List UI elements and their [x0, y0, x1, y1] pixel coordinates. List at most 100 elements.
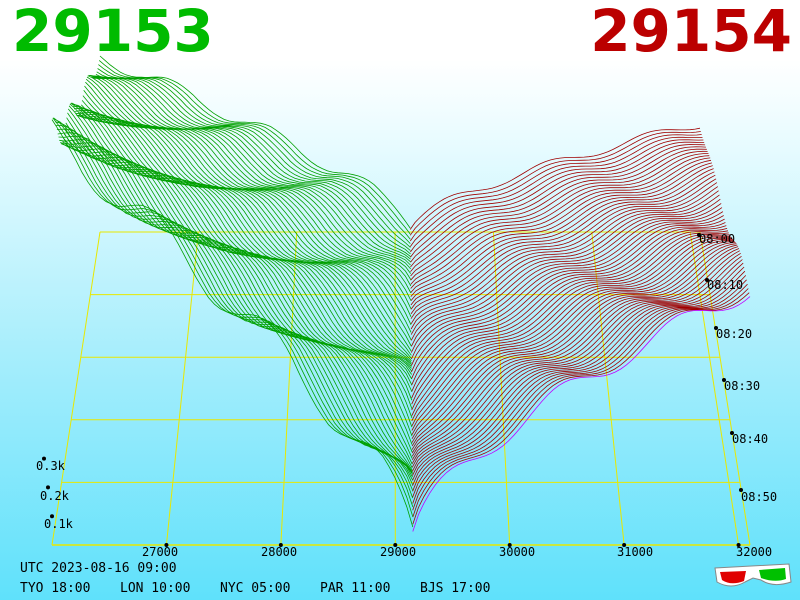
ask-depth-line: [412, 275, 747, 498]
ask-depth-line: [410, 148, 707, 272]
ask-depth-line: [412, 270, 746, 492]
ask-depth-line: [410, 198, 721, 347]
bid-depth-line: [72, 103, 413, 385]
y-tick-label: 0.3k: [36, 459, 66, 473]
ask-depth-line: [412, 292, 750, 525]
ask-depth-line: [411, 248, 740, 461]
y-tick-dot: [42, 456, 46, 461]
floor-edge: [51, 231, 101, 546]
tick-markers: [42, 233, 743, 547]
bid-depth-line: [73, 107, 412, 375]
ask-depth-line: [411, 230, 729, 405]
nyc-time: NYC 05:00: [220, 581, 291, 596]
ask-depth-line: [412, 262, 744, 481]
x-tick-label: 28000: [261, 545, 297, 559]
time-tick-dot: [714, 326, 718, 330]
time-tick-label: 08:00: [699, 232, 735, 246]
bid-depth-line: [64, 127, 413, 459]
bid-depth-line: [77, 115, 412, 365]
time-tick-dot: [705, 278, 709, 282]
lon-time: LON 10:00: [120, 581, 191, 596]
bid-depth-line: [60, 143, 413, 473]
ask-depth-line: [411, 215, 724, 373]
ask-depth-line: [409, 131, 701, 236]
x-tick-label: 27000: [142, 545, 178, 559]
ask-depth-line: [410, 168, 714, 306]
ask-depth-line: [411, 250, 740, 464]
bid-depth-line: [93, 77, 411, 260]
ask-depth-line: [411, 246, 739, 457]
ask-depth-line: [412, 283, 748, 511]
floor-price-line: [280, 231, 298, 546]
x-tick-dot: [164, 543, 169, 547]
y-tick-dot: [46, 485, 50, 490]
y-tick-dot: [50, 514, 54, 519]
bid-depth-line: [61, 142, 413, 473]
time-tick-label: 08:50: [741, 490, 777, 504]
ask-depth-line: [411, 241, 735, 443]
bid-depth-line: [56, 125, 413, 485]
bid-depth-line: [91, 76, 411, 266]
floor-edge: [699, 231, 751, 546]
ask-depth-line: [410, 150, 708, 277]
ask-depth-line: [410, 146, 706, 268]
bid-depth-line: [59, 139, 413, 474]
ask-depth-line: [411, 252, 741, 468]
ask-depth-line: [411, 243, 737, 450]
ask-depth-line: [411, 207, 723, 360]
ask-depth-line: [410, 162, 712, 297]
ask-depth-line: [410, 182, 718, 325]
ask-depth-line: [409, 136, 703, 247]
bid-depth-line: [79, 111, 412, 359]
ask-depth-line: [409, 127, 701, 230]
bid-depth-line: [51, 119, 414, 528]
bid-depth-line: [55, 121, 414, 491]
ask-depth-line: [411, 238, 734, 435]
bid-depth-line: [90, 75, 412, 274]
time-tick-label: 08:40: [732, 432, 768, 446]
ask-depth-line: [411, 218, 725, 379]
3d-glasses-icon[interactable]: [713, 562, 793, 592]
bid-depth-line: [89, 75, 412, 280]
x-tick-label: 31000: [617, 545, 653, 559]
y-tick-label: 0.2k: [40, 489, 70, 503]
bid-depth-line: [97, 68, 411, 244]
ask-depth-line: [410, 157, 711, 289]
floor-price-line: [689, 231, 740, 546]
bid-depth-line: [58, 135, 413, 475]
bid-depth-line: [75, 111, 412, 369]
bid-depth-line: [88, 74, 412, 287]
time-tick-label: 08:30: [724, 379, 760, 393]
time-tick-dot: [697, 233, 701, 237]
bid-depth-line: [85, 78, 412, 309]
x-tick-dot: [507, 543, 512, 547]
time-tick-dot: [739, 488, 743, 492]
ask-depth-line: [410, 144, 706, 263]
bid-depth-line: [78, 113, 412, 362]
x-tick-label: 32000: [736, 545, 772, 559]
ask-depth-line: [410, 186, 719, 330]
ask-depth-line: [410, 159, 712, 293]
bid-price: 29153: [12, 0, 214, 65]
time-tick-label: 08:20: [716, 327, 752, 341]
ask-depth-line: [409, 134, 702, 242]
bid-depth-line: [95, 76, 411, 255]
ask-depth-line: [411, 236, 732, 427]
ask-depth-line: [410, 174, 716, 315]
bid-depth-line: [98, 64, 411, 240]
bid-depth-line: [62, 140, 413, 471]
ask-depth-line: [411, 242, 736, 447]
bid-depth-line: [92, 76, 411, 263]
bid-depth-line: [77, 115, 412, 363]
ask-depth-line: [410, 203, 722, 353]
bid-depth-line: [73, 105, 413, 380]
ask-depth-line: [410, 155, 710, 285]
ask-depth-line: [410, 178, 717, 319]
bid-depth-line: [98, 60, 411, 235]
floor-price-line: [165, 231, 199, 546]
x-tick-label: 30000: [499, 545, 535, 559]
ask-depth-line: [411, 232, 729, 411]
ask-price: 29154: [590, 0, 792, 65]
ask-depth-line: [412, 279, 747, 504]
time-tick-dot: [730, 431, 734, 435]
